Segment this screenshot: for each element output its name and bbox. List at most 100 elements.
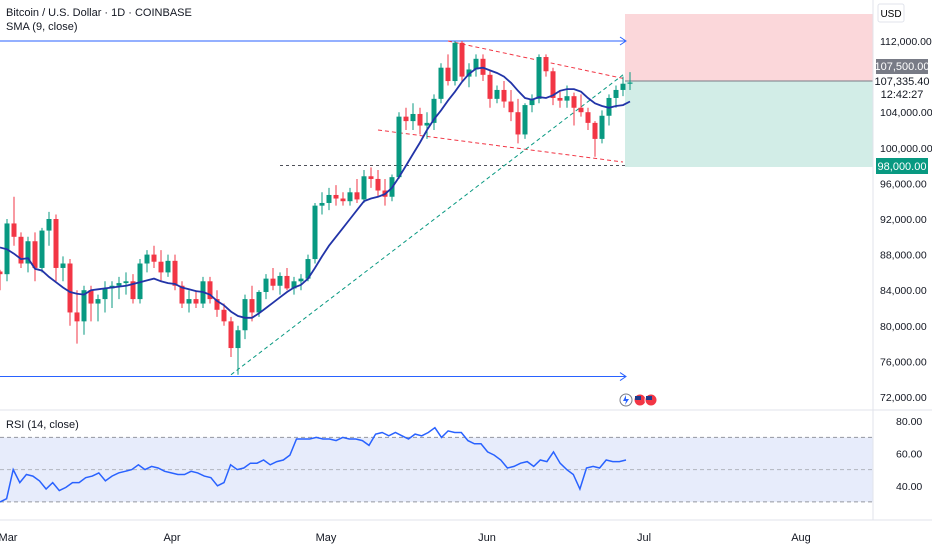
candle-body[interactable] [172,260,178,286]
candle-body[interactable] [179,285,185,304]
candle-body[interactable] [242,299,248,331]
candle-body[interactable] [249,299,255,313]
candle-body[interactable] [431,98,437,123]
currency-badge[interactable] [877,3,905,23]
candle-body[interactable] [557,97,563,101]
candle-body[interactable] [361,176,367,200]
candle-body[interactable] [620,83,626,90]
candle-body[interactable] [417,113,423,126]
candle-body[interactable] [81,290,87,322]
candle-body[interactable] [368,176,374,179]
candle-body[interactable] [256,291,262,313]
candle-body[interactable] [284,275,290,289]
candle-body[interactable] [515,112,521,135]
upper-channel-line[interactable] [447,40,624,79]
candle-body[interactable] [459,42,465,77]
candle-body[interactable] [193,299,199,304]
candle-body[interactable] [403,116,409,122]
candle-body[interactable] [158,261,164,273]
candle-body[interactable] [340,198,346,202]
event-icons[interactable] [619,393,658,407]
candle-body[interactable] [536,57,542,99]
candle-body[interactable] [53,219,59,268]
candle-body[interactable] [298,278,304,282]
candle-body[interactable] [585,112,591,123]
candle-body[interactable] [207,281,213,300]
candle-body[interactable] [60,263,66,268]
candle-body[interactable] [95,299,101,304]
candle-body[interactable] [319,202,325,206]
candle-body[interactable] [543,57,549,72]
candle-body[interactable] [32,241,38,268]
candle-body[interactable] [11,223,17,237]
candle-body[interactable] [326,194,332,203]
candle-body[interactable] [333,194,339,199]
candle-body[interactable] [501,89,507,102]
candle-body[interactable] [424,122,430,126]
candle-body[interactable] [564,96,570,101]
candle-body[interactable] [151,254,157,262]
candle-body[interactable] [291,281,297,289]
candle-body[interactable] [606,97,612,116]
candle-body[interactable] [347,192,353,202]
candle-body[interactable] [473,58,479,70]
candle-body[interactable] [312,205,318,260]
candle-body[interactable] [228,321,234,349]
candle-body[interactable] [613,89,619,98]
candle-body[interactable] [487,74,493,99]
candle-body[interactable] [592,122,598,139]
candle-body[interactable] [235,330,241,349]
candle-body[interactable] [165,260,171,273]
candle-body[interactable] [445,67,451,82]
candle-body[interactable] [529,98,535,106]
stop-loss-zone[interactable] [625,14,873,81]
candle-body[interactable] [550,71,556,98]
price-axis[interactable]: USD 112,000.00 104,000.00 100,000.00 96,000… [872,0,932,410]
candle-body[interactable] [18,236,24,264]
candle-body[interactable] [410,113,416,122]
time-tick-label: Jul [637,532,651,544]
rsi-line[interactable] [0,426,627,503]
candle-body[interactable] [130,281,136,300]
candle-body[interactable] [0,271,3,275]
candle-body[interactable] [88,290,94,304]
time-axis[interactable]: Mar Apr May Jun Jul Aug [0,532,811,544]
candle-body[interactable] [627,82,633,84]
zones-layer [625,14,873,167]
candle-body[interactable] [74,312,80,322]
candle-body[interactable] [522,105,528,135]
candle-body[interactable] [221,309,227,322]
candle-body[interactable] [354,192,360,200]
rsi-legend[interactable]: RSI (14, close) [6,418,79,432]
candle-body[interactable] [116,283,122,286]
rising-trend-line[interactable] [230,74,624,376]
candle-body[interactable] [102,288,108,300]
candle-body[interactable] [67,263,73,313]
sma-9-line[interactable] [0,66,631,319]
candle-body[interactable] [39,230,45,268]
candle-body[interactable] [508,101,514,113]
candle-body[interactable] [144,254,150,264]
candle-body[interactable] [305,259,311,279]
candle-body[interactable] [494,89,500,99]
candle-body[interactable] [277,275,283,286]
candle-body[interactable] [123,281,129,284]
target-zone[interactable] [625,81,873,167]
symbol-legend[interactable]: Bitcoin / U.S. Dollar · 1D · COINBASE SM… [6,6,192,34]
candle-body[interactable] [578,107,584,113]
candle-body[interactable] [263,278,269,292]
candle-body[interactable] [571,96,577,108]
candle-body[interactable] [438,67,444,99]
candle-body[interactable] [214,299,220,310]
candle-body[interactable] [25,241,31,264]
candle-body[interactable] [186,299,192,304]
candle-body[interactable] [375,178,381,191]
candle-body[interactable] [270,278,276,286]
candle-body[interactable] [452,42,458,82]
last-price-tag [876,74,928,102]
candle-body[interactable] [396,116,402,178]
candle-body[interactable] [46,219,52,231]
lower-channel-line[interactable] [377,129,624,163]
candle-body[interactable] [599,115,605,139]
